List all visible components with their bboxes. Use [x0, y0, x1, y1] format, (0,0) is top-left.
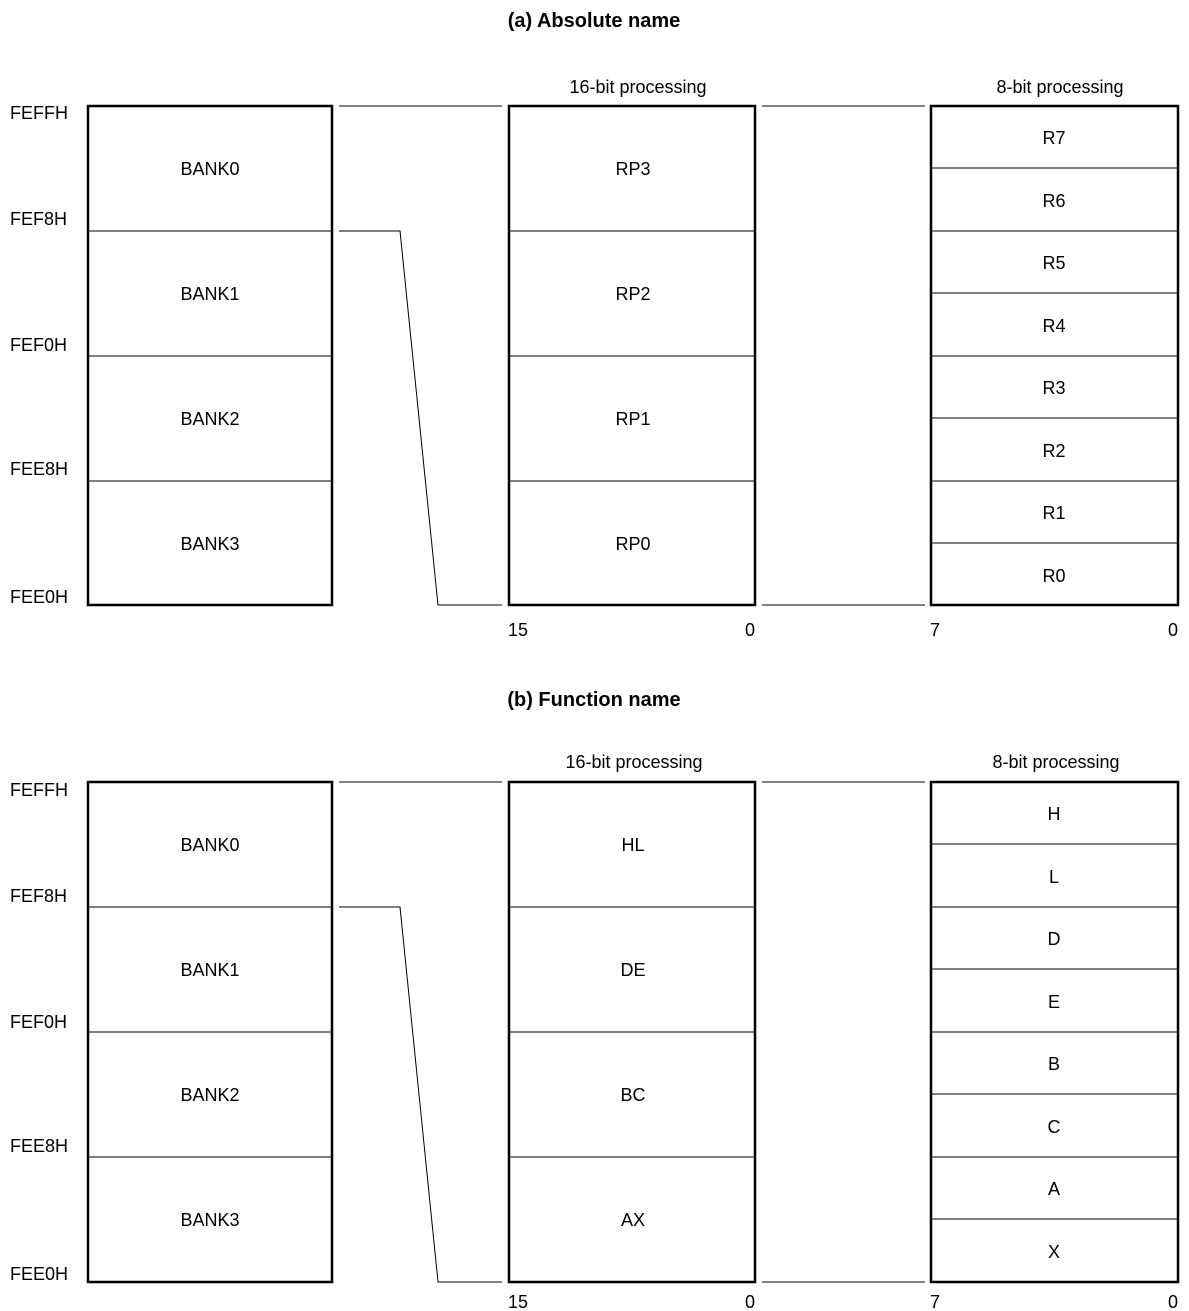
address-label: FEF0H: [10, 1012, 67, 1032]
register-label: X: [1048, 1242, 1060, 1262]
address-label: FEE0H: [10, 587, 68, 607]
bank-label: BANK2: [180, 1085, 239, 1105]
bit-label: 0: [1168, 620, 1178, 640]
register-label: D: [1048, 929, 1061, 949]
address-label: FEF8H: [10, 886, 67, 906]
bit-label: 15: [508, 620, 528, 640]
pair-header: 16-bit processing: [569, 77, 706, 97]
register-header: 8-bit processing: [992, 752, 1119, 772]
bit-label: 0: [1168, 1292, 1178, 1311]
register-pair-label: BC: [620, 1085, 645, 1105]
register-label: R1: [1042, 503, 1065, 523]
register-label: R3: [1042, 378, 1065, 398]
bit-label: 0: [745, 1292, 755, 1311]
register-label: A: [1048, 1179, 1060, 1199]
register-label: H: [1048, 804, 1061, 824]
address-label: FEF0H: [10, 335, 67, 355]
register-header: 8-bit processing: [996, 77, 1123, 97]
address-label: FEFFH: [10, 103, 68, 123]
register-pair-label: HL: [621, 835, 644, 855]
bit-label: 7: [930, 1292, 940, 1311]
register-pair-label: RP2: [615, 284, 650, 304]
register-label: R4: [1042, 316, 1065, 336]
bit-label: 0: [745, 620, 755, 640]
register-label: R7: [1042, 128, 1065, 148]
bank-label: BANK1: [180, 284, 239, 304]
register-label: R5: [1042, 253, 1065, 273]
diagram-title: (b) Function name: [507, 689, 680, 711]
register-label: C: [1048, 1117, 1061, 1137]
bank-label: BANK3: [180, 534, 239, 554]
bank-label: BANK0: [180, 159, 239, 179]
register-label: R2: [1042, 441, 1065, 461]
bit-label: 7: [930, 620, 940, 640]
diagram-title: (a) Absolute name: [508, 10, 681, 32]
register-label: R6: [1042, 191, 1065, 211]
diagram-function-name: (b) Function name FEFFH FEF8H FEF0H FEE8…: [10, 689, 1180, 1311]
register-label: R0: [1042, 566, 1065, 586]
address-label: FEF8H: [10, 209, 67, 229]
bank-label: BANK0: [180, 835, 239, 855]
diagram-absolute-name: (a) Absolute name FEFFH FEF8H FEF0H FEE8…: [10, 10, 1180, 640]
register-label: B: [1048, 1054, 1060, 1074]
register-label: E: [1048, 992, 1060, 1012]
pair-header: 16-bit processing: [565, 752, 702, 772]
expansion-line: [339, 906, 502, 1283]
bit-label: 15: [508, 1292, 528, 1311]
address-label: FEFFH: [10, 780, 68, 800]
register-pair-label: RP1: [615, 409, 650, 429]
bank-label: BANK2: [180, 409, 239, 429]
bank-label: BANK3: [180, 1210, 239, 1230]
bank-label: BANK1: [180, 960, 239, 980]
expansion-line: [339, 230, 502, 606]
address-label: FEE8H: [10, 459, 68, 479]
register-pair-label: RP0: [615, 534, 650, 554]
address-label: FEE0H: [10, 1264, 68, 1284]
register-pair-label: RP3: [615, 159, 650, 179]
register-pair-label: DE: [620, 960, 645, 980]
address-label: FEE8H: [10, 1136, 68, 1156]
register-pair-label: AX: [621, 1210, 645, 1230]
register-label: L: [1049, 867, 1059, 887]
